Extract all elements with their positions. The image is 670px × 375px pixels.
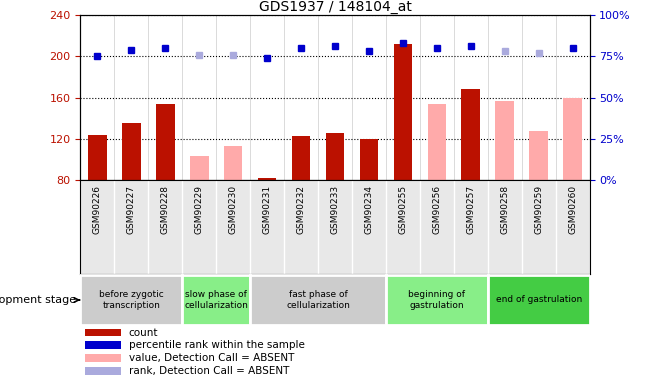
Text: GSM90232: GSM90232: [297, 185, 306, 234]
Bar: [462, 89, 480, 180]
Text: GSM90259: GSM90259: [534, 185, 543, 234]
FancyBboxPatch shape: [386, 275, 488, 325]
Text: GSM90227: GSM90227: [127, 185, 136, 234]
Text: GSM90230: GSM90230: [228, 185, 238, 234]
Bar: [86, 367, 121, 375]
Text: percentile rank within the sample: percentile rank within the sample: [129, 340, 305, 350]
FancyBboxPatch shape: [488, 275, 590, 325]
Bar: [495, 100, 514, 180]
Text: count: count: [129, 328, 158, 338]
Bar: [360, 139, 379, 180]
Text: GSM90257: GSM90257: [466, 185, 475, 234]
Text: GSM90258: GSM90258: [500, 185, 509, 234]
Text: GSM90229: GSM90229: [195, 185, 204, 234]
Text: GSM90228: GSM90228: [161, 185, 170, 234]
Bar: [156, 104, 175, 180]
FancyBboxPatch shape: [250, 275, 386, 325]
Bar: [122, 123, 141, 180]
Bar: [224, 146, 243, 180]
Text: GSM90233: GSM90233: [330, 185, 340, 234]
Text: beginning of
gastrulation: beginning of gastrulation: [408, 290, 466, 310]
Text: GSM90260: GSM90260: [568, 185, 577, 234]
Bar: [529, 130, 548, 180]
Bar: [291, 136, 310, 180]
Bar: [393, 44, 412, 180]
Text: value, Detection Call = ABSENT: value, Detection Call = ABSENT: [129, 353, 294, 363]
Text: GSM90226: GSM90226: [93, 185, 102, 234]
Text: GSM90256: GSM90256: [432, 185, 442, 234]
Text: GSM90255: GSM90255: [399, 185, 407, 234]
FancyBboxPatch shape: [182, 275, 250, 325]
Text: end of gastrulation: end of gastrulation: [496, 296, 582, 304]
Bar: [563, 98, 582, 180]
Bar: [86, 341, 121, 349]
Text: before zygotic
transcription: before zygotic transcription: [99, 290, 163, 310]
Text: GSM90231: GSM90231: [263, 185, 271, 234]
Text: development stage: development stage: [0, 295, 80, 305]
Title: GDS1937 / 148104_at: GDS1937 / 148104_at: [259, 0, 411, 14]
Bar: [427, 104, 446, 180]
Bar: [190, 156, 208, 180]
Bar: [326, 133, 344, 180]
Bar: [86, 328, 121, 336]
Text: GSM90234: GSM90234: [364, 185, 373, 234]
FancyBboxPatch shape: [80, 275, 182, 325]
Bar: [88, 135, 107, 180]
Bar: [258, 178, 277, 180]
Text: rank, Detection Call = ABSENT: rank, Detection Call = ABSENT: [129, 366, 289, 375]
Text: slow phase of
cellularization: slow phase of cellularization: [184, 290, 248, 310]
Bar: [86, 354, 121, 362]
Text: fast phase of
cellularization: fast phase of cellularization: [286, 290, 350, 310]
